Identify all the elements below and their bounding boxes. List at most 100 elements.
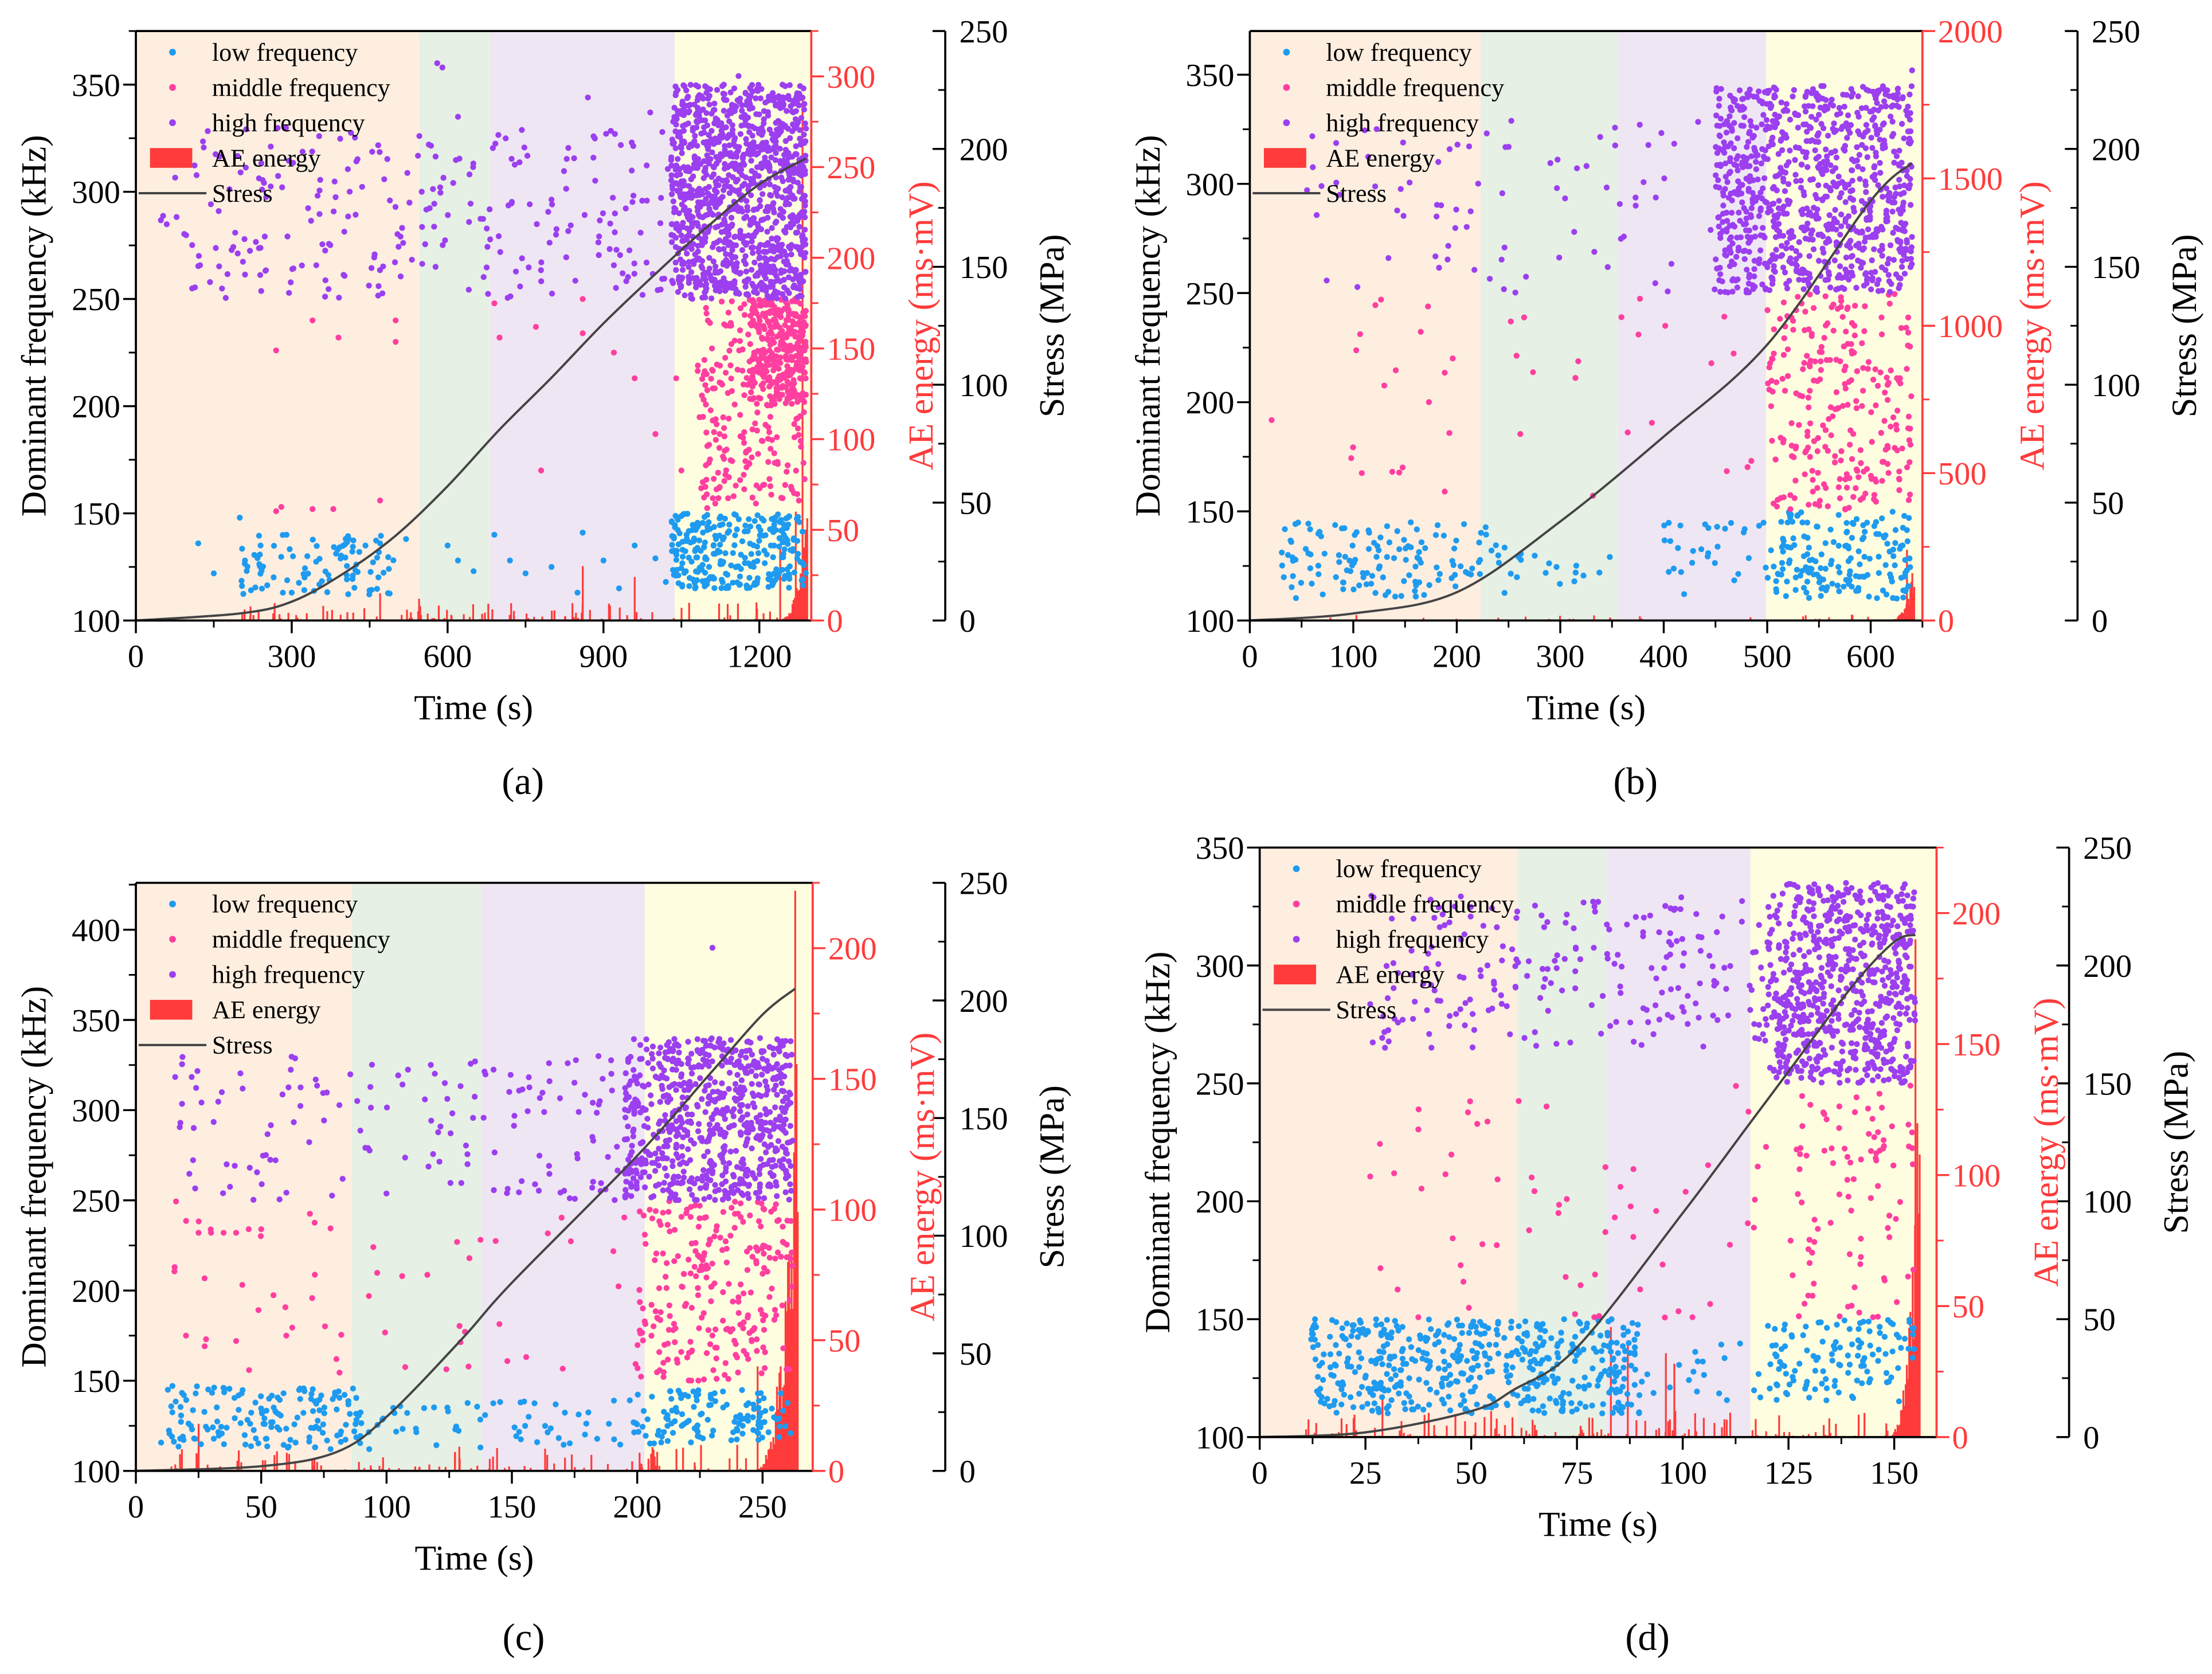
middle-frequency-point [703, 401, 709, 408]
low-frequency-point [1384, 523, 1391, 530]
middle-frequency-point [713, 486, 720, 492]
low-frequency-point [158, 1440, 165, 1446]
high-frequency-point [519, 127, 525, 133]
stress-tick-label: 0 [960, 604, 976, 639]
low-frequency-point [173, 1398, 179, 1405]
high-frequency-point [670, 198, 677, 205]
high-frequency-point [1737, 182, 1744, 188]
low-frequency-point [358, 1420, 365, 1426]
low-frequency-point [263, 1436, 269, 1442]
middle-frequency-point [782, 322, 788, 328]
high-frequency-point [770, 96, 777, 103]
high-frequency-point [571, 155, 577, 162]
high-frequency-point [1741, 248, 1748, 254]
ae-energy-bar [631, 1461, 633, 1471]
low-frequency-point [1412, 564, 1419, 570]
ae-energy-bar [446, 609, 448, 621]
middle-frequency-point [802, 338, 809, 345]
low-frequency-point [1434, 564, 1440, 570]
high-frequency-point [1798, 161, 1805, 168]
ae-energy-bar [582, 566, 584, 621]
middle-frequency-point [743, 375, 750, 381]
high-frequency-point [696, 92, 702, 99]
low-frequency-point [324, 589, 331, 596]
high-frequency-point [1310, 164, 1316, 170]
x-tick-label: 500 [1743, 639, 1792, 675]
high-frequency-point [563, 186, 569, 192]
ae-energy-bar [181, 1449, 183, 1471]
high-frequency-point [1717, 288, 1724, 295]
low-frequency-point [310, 1408, 316, 1414]
middle-frequency-point [393, 317, 399, 324]
low-frequency-point [776, 1423, 783, 1430]
low-frequency-point [1763, 564, 1769, 571]
middle-frequency-point [1818, 349, 1825, 355]
chart-panel-c: 0 50 100 150 200 2501001502002503003504000501… [15, 866, 1072, 1659]
high-frequency-point [1739, 199, 1745, 206]
low-frequency-point [308, 1395, 314, 1402]
high-frequency-point [1741, 205, 1747, 212]
low-frequency-point [1675, 545, 1681, 552]
low-frequency-point [218, 1423, 225, 1430]
high-frequency-point [668, 191, 675, 197]
high-frequency-point [341, 228, 347, 235]
middle-frequency-point [766, 476, 773, 482]
high-frequency-point [1775, 151, 1782, 157]
low-frequency-point [1369, 573, 1376, 579]
middle-frequency-point [776, 377, 782, 384]
low-frequency-point [699, 566, 705, 573]
low-frequency-point [767, 573, 773, 579]
high-frequency-point [263, 267, 269, 273]
high-frequency-point [750, 233, 757, 240]
low-frequency-point [1573, 562, 1580, 569]
ae-energy-bar [570, 1454, 573, 1471]
low-frequency-point [193, 1390, 199, 1397]
middle-frequency-point [791, 421, 797, 427]
low-frequency-point [338, 1428, 344, 1435]
low-frequency-point [491, 531, 498, 538]
low-frequency-point [1316, 571, 1322, 577]
low-frequency-point [745, 1400, 751, 1406]
low-frequency-point [734, 1436, 740, 1442]
high-frequency-point [503, 135, 509, 142]
x-tick-label: 600 [423, 639, 472, 675]
high-frequency-point [700, 139, 707, 146]
high-frequency-point [1731, 98, 1737, 105]
ae-energy-bar [508, 615, 511, 621]
middle-frequency-point [773, 312, 780, 318]
ae-energy-bar [573, 617, 575, 621]
high-frequency-point [511, 162, 518, 168]
high-frequency-point [700, 106, 706, 112]
high-frequency-point [377, 149, 383, 155]
low-frequency-point [378, 533, 384, 539]
high-frequency-point [668, 172, 675, 179]
high-frequency-point [1898, 191, 1904, 197]
middle-frequency-point [580, 330, 586, 337]
high-frequency-point [1820, 125, 1827, 131]
x-axis-title: Time (s) [1526, 689, 1646, 728]
middle-frequency-point [700, 413, 706, 420]
low-frequency-point [1800, 585, 1807, 591]
low-frequency-point [675, 1387, 682, 1394]
high-frequency-point [1873, 95, 1879, 102]
low-frequency-point [711, 524, 717, 530]
high-frequency-point [1547, 160, 1553, 166]
high-frequency-point [1434, 202, 1440, 208]
low-frequency-point [736, 582, 743, 588]
high-frequency-point [1850, 197, 1857, 203]
high-frequency-point [1772, 93, 1779, 100]
high-frequency-point [1859, 84, 1866, 90]
high-frequency-point [793, 285, 800, 291]
low-frequency-point [343, 576, 350, 582]
low-frequency-point [1857, 561, 1863, 568]
high-frequency-point [1717, 264, 1723, 271]
low-frequency-point [780, 521, 787, 527]
high-frequency-point [228, 247, 235, 253]
low-frequency-point [1501, 545, 1508, 551]
middle-frequency-point [704, 505, 710, 511]
middle-frequency-point [1807, 363, 1813, 370]
high-frequency-point [1836, 104, 1843, 111]
low-frequency-point [477, 1417, 484, 1423]
high-frequency-point [765, 112, 772, 119]
stress-tick-label: 150 [960, 250, 1008, 285]
